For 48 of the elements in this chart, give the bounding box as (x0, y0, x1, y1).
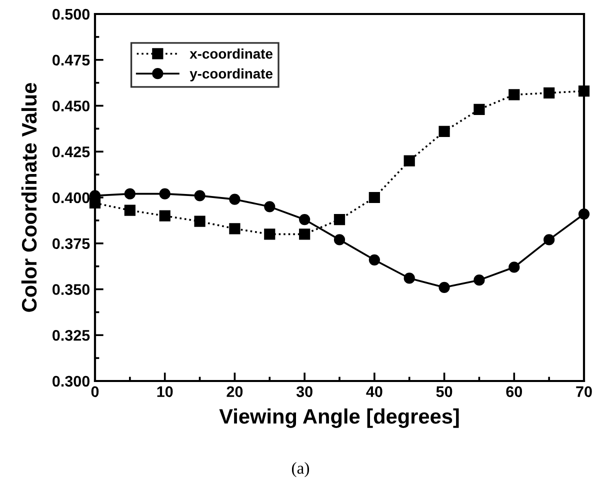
point (474, 274, 485, 286)
y-tick-label: 0.350 (52, 284, 90, 295)
point (508, 89, 520, 100)
x-axis-title: Viewing Angle [degrees] (219, 408, 459, 428)
y-tick-label: 0.500 (52, 8, 90, 20)
point (404, 272, 415, 284)
point (368, 254, 380, 266)
y-tick-label: 0.425 (52, 146, 90, 158)
point (438, 126, 450, 137)
point (229, 223, 240, 234)
point (159, 210, 170, 222)
point (264, 228, 276, 240)
point (544, 234, 555, 246)
point (229, 194, 240, 205)
point (299, 214, 310, 226)
point (194, 216, 206, 227)
point (159, 188, 170, 200)
point (194, 190, 206, 202)
x-tick-label: 20 (226, 386, 243, 398)
point (264, 201, 276, 212)
y-tick-label: 0.475 (52, 54, 90, 66)
x-tick-label: 30 (296, 386, 312, 398)
text: (a) (292, 462, 310, 478)
point (124, 204, 136, 216)
x-tick-label: 10 (157, 386, 173, 398)
point (124, 188, 136, 200)
x-tick-label: 60 (506, 386, 522, 398)
x-tick-label: 50 (436, 386, 452, 398)
y-tick-label: 0.450 (52, 100, 90, 112)
point (334, 214, 346, 226)
y-tick-label: 0.325 (52, 330, 90, 341)
x-tick-label: 70 (576, 386, 592, 398)
x-tick-label: 40 (366, 386, 382, 398)
point (438, 282, 450, 293)
point (334, 234, 346, 246)
legend-label: y-coordinate (190, 68, 272, 82)
point (474, 104, 485, 115)
x-tick-label: 0 (91, 386, 99, 398)
point (544, 87, 555, 98)
point (368, 192, 380, 204)
y-tick-label: 0.400 (52, 192, 90, 204)
legend-label: x-coordinate (190, 48, 272, 59)
point (299, 228, 310, 240)
y-tick-label: 0.300 (52, 376, 90, 387)
y-axis-title: Color Coordinate Value (21, 83, 37, 312)
point (508, 262, 520, 273)
point (404, 155, 415, 166)
y-tick-label: 0.375 (52, 238, 90, 250)
